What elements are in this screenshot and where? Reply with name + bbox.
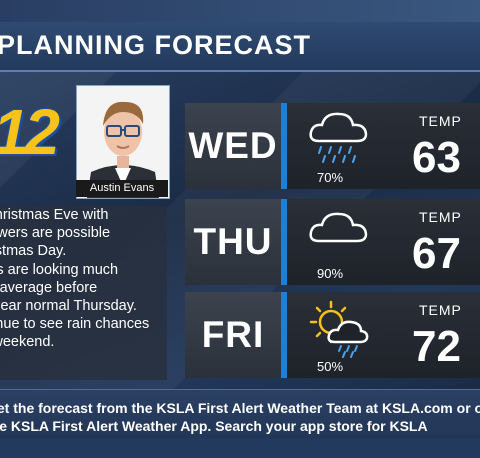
top-bar [0,0,480,22]
temp-cell: TEMP 63 [405,103,480,189]
condition-cell: 90% [287,199,405,285]
presenter-name: Austin Evans [76,180,168,197]
ticker-bar: Get the forecast from the KSLA First Ale… [0,389,480,440]
page-title: PLANNING FORECAST [0,30,311,60]
forecast-row-wed: WED 70% TEMP 63 [185,103,480,189]
day-label: THU [185,199,281,285]
title-band [0,22,480,72]
temp-value: 72 [412,322,461,371]
temp-label: TEMP [419,209,462,225]
cloud-rain-icon [309,112,368,163]
cloud-icon [309,212,368,243]
sun-cloud-rain-icon [309,300,369,358]
row-divider [281,292,287,378]
condition-cell: 50% [287,292,405,378]
condition-cell: 70% [287,103,405,189]
day-label: FRI [185,292,281,378]
temp-cell: TEMP 67 [405,199,480,285]
station-logo-text: 12 [0,96,60,168]
summary-panel: Cloudy on Christmas Eve with lingering s… [0,206,167,380]
temp-label: TEMP [419,302,462,318]
forecast-row-fri: FRI 50% TEMP 72 [185,292,480,378]
ticker-line-2: the KSLA First Alert Weather App. Search… [0,418,428,434]
temp-value: 63 [412,133,461,182]
temp-cell: TEMP 72 [405,292,480,378]
day-label: WED [185,103,281,189]
precip-chance: 90% [316,266,344,281]
forecast-row-thu: THU 90% TEMP 67 [185,199,480,285]
row-divider [281,103,287,189]
row-divider [281,199,287,285]
temp-label: TEMP [419,113,462,129]
precip-chance: 70% [316,170,344,185]
precip-chance: 50% [316,359,344,374]
summary-text: Cloudy on Christmas Eve with lingering s… [0,207,150,351]
station-logo: 12 [0,94,60,170]
ticker-line-1: Get the forecast from the KSLA First Ale… [0,400,480,416]
temp-value: 67 [412,229,461,278]
bottom-band [0,439,480,458]
